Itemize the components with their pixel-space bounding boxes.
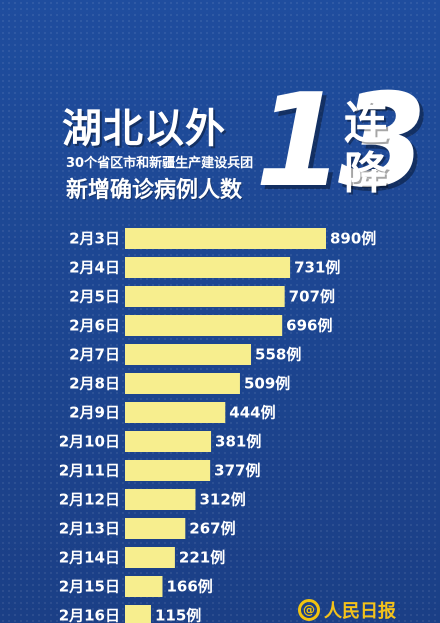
chart-subtitle-region: 30个省区市和新疆生产建设兵团 — [66, 156, 254, 171]
category-label: 2月3日 — [69, 230, 120, 248]
headline-char-1: 连 — [344, 98, 388, 149]
value-label: 707例 — [289, 288, 335, 306]
value-label: 115例 — [155, 607, 201, 623]
bar — [125, 286, 285, 307]
bar — [125, 315, 283, 336]
bar — [125, 228, 326, 249]
value-label: 166例 — [166, 578, 212, 596]
bar — [125, 373, 240, 394]
at-icon: @ — [298, 598, 320, 621]
publisher-logo: @ 人民日报 — [298, 596, 428, 623]
value-label: 444例 — [229, 404, 275, 422]
category-label: 2月6日 — [69, 317, 120, 335]
category-label: 2月5日 — [69, 288, 120, 306]
bar — [125, 344, 252, 365]
bar — [125, 547, 175, 568]
value-label: 312例 — [199, 491, 245, 509]
value-label: 890例 — [330, 230, 376, 248]
value-label: 558例 — [255, 346, 301, 364]
bar — [125, 576, 163, 597]
category-label: 2月8日 — [69, 375, 120, 393]
bar — [125, 257, 291, 278]
value-label: 696例 — [286, 317, 332, 335]
bar — [125, 402, 226, 423]
chart-subtitle-metric: 新增确诊病例人数 — [66, 178, 243, 203]
value-label: 381例 — [215, 433, 261, 451]
category-label: 2月13日 — [59, 520, 120, 538]
bar — [125, 605, 151, 623]
bar — [125, 460, 211, 481]
category-label: 2月12日 — [59, 491, 120, 509]
bar — [125, 489, 196, 510]
value-label: 731例 — [294, 259, 340, 277]
value-label: 221例 — [179, 549, 225, 567]
category-label: 2月14日 — [59, 549, 120, 567]
value-label: 377例 — [214, 462, 260, 480]
value-label: 509例 — [244, 375, 290, 393]
publisher-logo-text: 人民日报 — [324, 600, 396, 622]
headline-char-2: 降 — [344, 148, 388, 199]
category-label: 2月9日 — [69, 404, 120, 422]
chart-header: 湖北以外 30个省区市和新疆生产建设兵团 新增确诊病例人数 13 连 降 — [0, 0, 440, 230]
bar — [125, 431, 212, 452]
value-label: 267例 — [189, 520, 235, 538]
category-label: 2月4日 — [69, 259, 120, 277]
bar — [125, 518, 186, 539]
category-label: 2月10日 — [59, 433, 120, 451]
chart-title: 湖北以外 — [62, 106, 226, 152]
category-label: 2月11日 — [59, 462, 120, 480]
headline-number: 13 — [255, 67, 427, 216]
category-label: 2月15日 — [59, 578, 120, 596]
category-label: 2月7日 — [69, 346, 120, 364]
category-label: 2月16日 — [59, 607, 120, 623]
